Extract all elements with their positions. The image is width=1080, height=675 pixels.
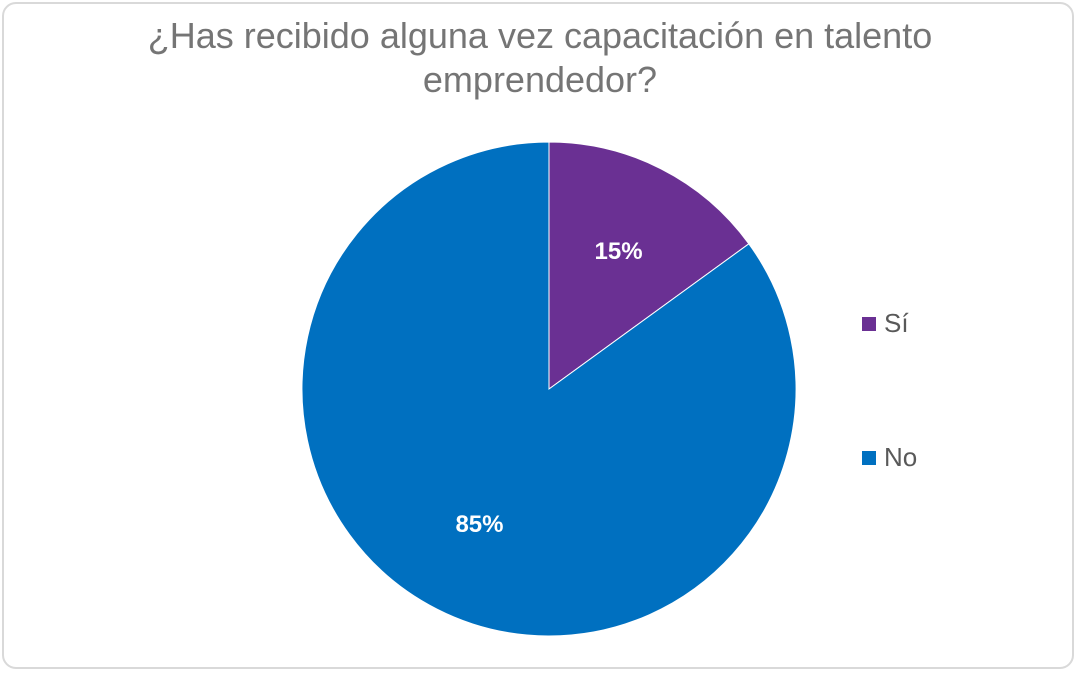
legend-swatch-no xyxy=(862,450,876,465)
data-label-no: 85% xyxy=(455,511,503,538)
legend-label-si: Sí xyxy=(884,308,909,338)
legend-swatch-si xyxy=(862,316,876,331)
legend-item-si: Sí xyxy=(862,308,909,339)
legend-label-no: No xyxy=(884,442,918,472)
legend-item-no: No xyxy=(862,442,917,473)
chart-title: ¿Has recibido alguna vez capacitación en… xyxy=(147,15,933,100)
pie-slice-no xyxy=(301,141,797,637)
data-label-si: 15% xyxy=(595,238,643,265)
pie-slice-si xyxy=(548,141,750,390)
